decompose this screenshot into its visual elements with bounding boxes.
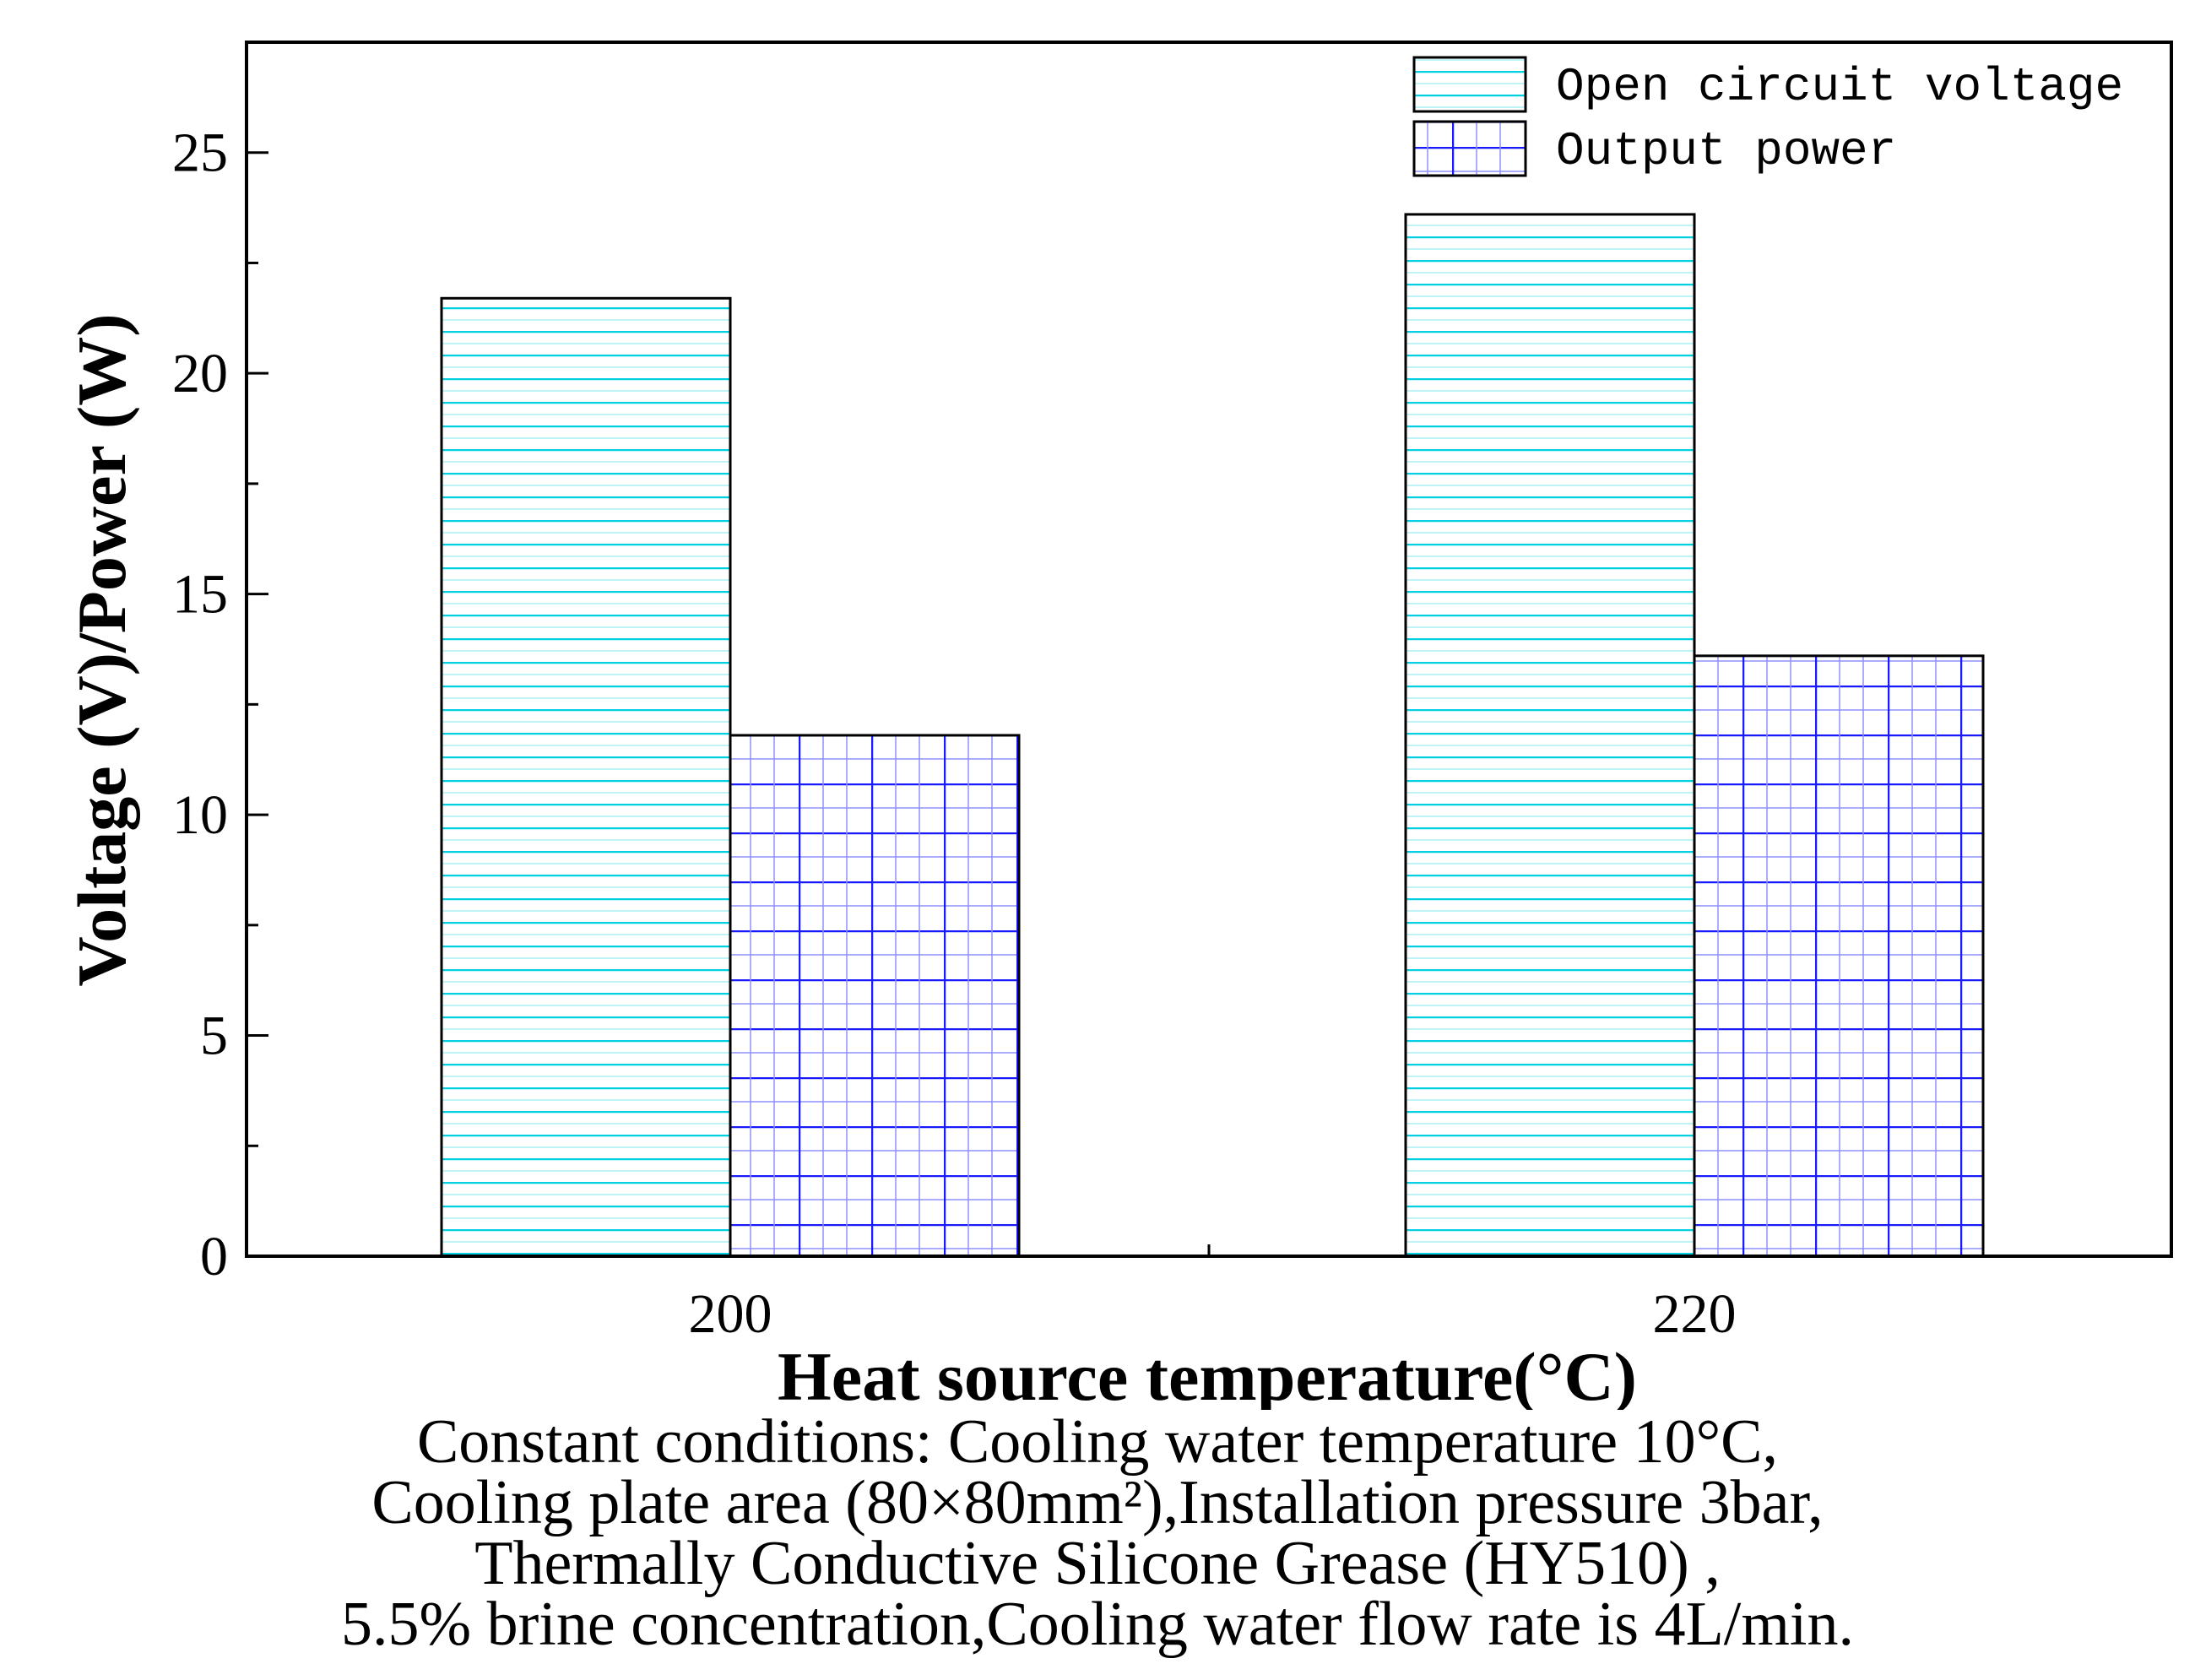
bar-open-circuit-voltage-220 — [1404, 213, 1696, 1258]
figure-caption: Constant conditions: Cooling water tempe… — [0, 1407, 2195, 1659]
y-tick-label: 25 — [172, 122, 228, 184]
legend-swatch-output-power — [1412, 120, 1527, 177]
caption-line-3: Thermally Conductive Silicone Grease (HY… — [474, 1529, 1721, 1598]
bar-output-power-220 — [1693, 654, 1985, 1258]
caption-line-2: Cooling plate area (80×80mm²),Installati… — [371, 1468, 1824, 1537]
legend-label-open-circuit-voltage: Open circuit voltage — [1556, 60, 2123, 114]
y-tick-label: 10 — [172, 784, 228, 846]
caption-line-4: 5.5% brine concentration,Cooling water f… — [341, 1590, 1854, 1659]
x-axis-title: Heat source temperature(°C) — [778, 1338, 1637, 1410]
y-tick-label: 5 — [200, 1005, 228, 1067]
y-tick-label: 20 — [172, 343, 228, 404]
caption-line-1: Constant conditions: Cooling water tempe… — [416, 1407, 1779, 1477]
y-axis-title: Voltage (V)/Power (W) — [63, 313, 140, 986]
y-tick-label: 0 — [200, 1226, 228, 1287]
bar-output-power-200 — [729, 734, 1021, 1258]
legend-label-output-power: Output power — [1556, 124, 1896, 178]
y-tick-label: 15 — [172, 564, 228, 626]
x-tick-label-200: 200 — [689, 1283, 772, 1345]
legend-swatch-open-circuit-voltage — [1412, 56, 1527, 113]
bar-open-circuit-voltage-200 — [440, 296, 732, 1258]
x-tick-label-220: 220 — [1653, 1283, 1737, 1345]
bar-chart: 0 5 10 15 20 25 200 220 Heat source temperature(… — [63, 41, 2173, 1410]
